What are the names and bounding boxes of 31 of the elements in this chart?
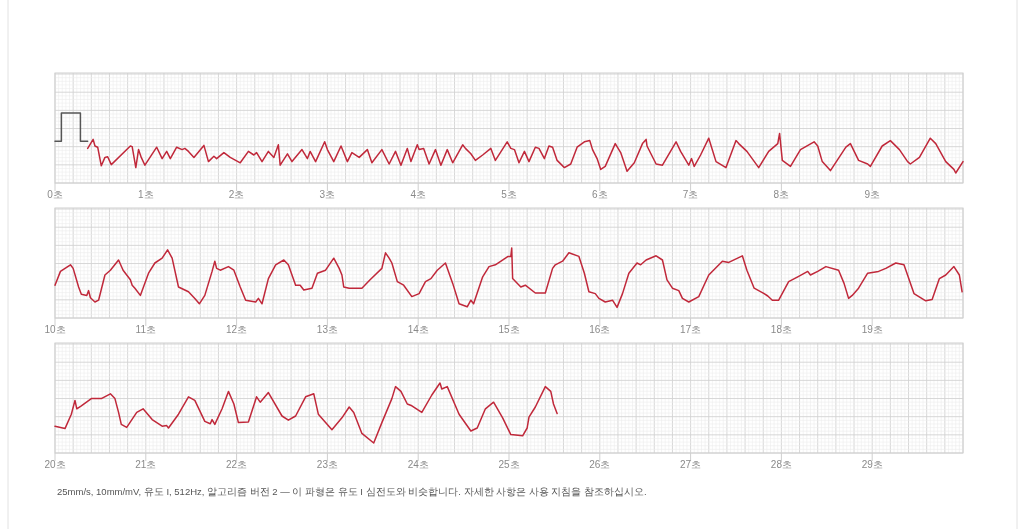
text: 25mm/s, 10mm/mV, 유도 I, 512Hz, 알고리즘 버전 2 — 이 파형은 유도 I 심전도와 비슷합니다. 자세한 사항은 사용 지침을 참조하십시오. [57, 486, 647, 497]
x-tick-label: 12초 [226, 324, 248, 335]
x-tick-label: 7초 [682, 189, 699, 200]
x-tick-label: 2초 [228, 189, 245, 200]
x-tick-label: 13초 [316, 324, 338, 335]
x-tick-label: 5초 [501, 189, 517, 200]
x-tick-label: 26초 [589, 459, 611, 470]
x-tick-label: 10초 [44, 324, 66, 335]
x-tick-label: 28초 [770, 459, 792, 470]
x-tick-label: 18초 [770, 324, 792, 335]
x-tick-label: 8초 [773, 189, 790, 200]
x-tick-label: 1초 [138, 189, 154, 200]
x-tick-label: 3초 [319, 189, 336, 200]
x-tick-label: 20초 [44, 459, 66, 470]
x-tick-label: 9초 [864, 189, 880, 200]
x-tick-label: 29초 [861, 459, 883, 470]
x-tick-label: 23초 [316, 459, 338, 470]
x-tick-label: 22초 [226, 459, 248, 470]
x-tick-label: 25초 [498, 459, 520, 470]
x-tick-label: 14초 [407, 324, 429, 335]
x-tick-label: 17초 [680, 324, 702, 335]
x-tick-label: 4초 [410, 189, 426, 200]
x-tick-label: 24초 [407, 459, 429, 470]
x-tick-label: 19초 [861, 324, 883, 335]
x-tick-label: 6초 [592, 189, 608, 200]
x-tick-label: 16초 [589, 324, 611, 335]
x-tick-label: 0초 [47, 189, 63, 200]
x-tick-label: 27초 [680, 459, 702, 470]
x-tick-label: 11초 [135, 324, 156, 335]
x-tick-label: 15초 [498, 324, 520, 335]
x-tick-label: 21초 [135, 459, 157, 470]
